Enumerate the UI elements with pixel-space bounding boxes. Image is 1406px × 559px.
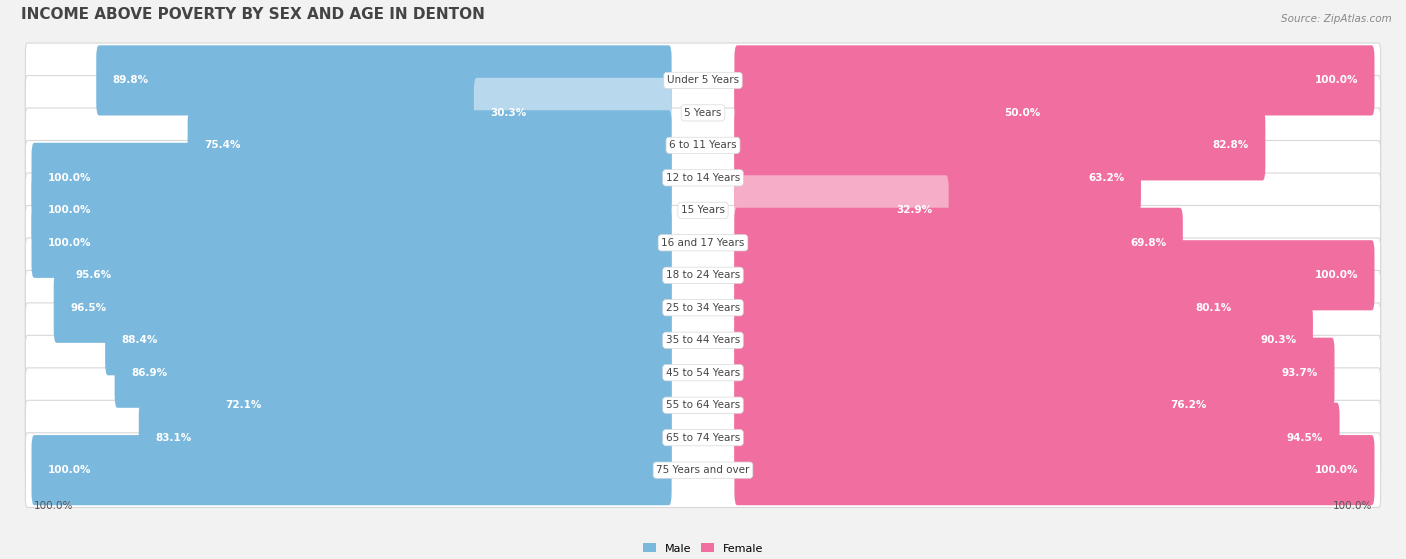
Text: 90.3%: 90.3% <box>1260 335 1296 345</box>
FancyBboxPatch shape <box>187 110 672 181</box>
FancyBboxPatch shape <box>734 208 1182 278</box>
Text: 30.3%: 30.3% <box>491 108 526 118</box>
Text: Source: ZipAtlas.com: Source: ZipAtlas.com <box>1281 14 1392 24</box>
Text: 100.0%: 100.0% <box>48 173 91 183</box>
FancyBboxPatch shape <box>25 335 1381 410</box>
Text: 82.8%: 82.8% <box>1213 140 1249 150</box>
FancyBboxPatch shape <box>734 402 1340 473</box>
FancyBboxPatch shape <box>734 305 1313 375</box>
Text: Under 5 Years: Under 5 Years <box>666 75 740 86</box>
FancyBboxPatch shape <box>25 206 1381 280</box>
Text: 80.1%: 80.1% <box>1195 303 1232 312</box>
Text: 76.2%: 76.2% <box>1171 400 1208 410</box>
Text: 6 to 11 Years: 6 to 11 Years <box>669 140 737 150</box>
Text: 95.6%: 95.6% <box>76 271 112 280</box>
Text: 45 to 54 Years: 45 to 54 Years <box>666 368 740 378</box>
FancyBboxPatch shape <box>734 78 1057 148</box>
FancyBboxPatch shape <box>105 305 672 375</box>
FancyBboxPatch shape <box>25 140 1381 215</box>
FancyBboxPatch shape <box>25 400 1381 475</box>
FancyBboxPatch shape <box>53 273 672 343</box>
Text: 100.0%: 100.0% <box>34 501 73 511</box>
FancyBboxPatch shape <box>25 271 1381 345</box>
FancyBboxPatch shape <box>25 433 1381 508</box>
Text: 32.9%: 32.9% <box>896 205 932 215</box>
FancyBboxPatch shape <box>734 45 1375 116</box>
FancyBboxPatch shape <box>59 240 672 310</box>
Text: 55 to 64 Years: 55 to 64 Years <box>666 400 740 410</box>
Text: 25 to 34 Years: 25 to 34 Years <box>666 303 740 312</box>
FancyBboxPatch shape <box>25 238 1381 312</box>
FancyBboxPatch shape <box>25 108 1381 183</box>
Text: 75 Years and over: 75 Years and over <box>657 465 749 475</box>
FancyBboxPatch shape <box>115 338 672 408</box>
Legend: Male, Female: Male, Female <box>638 539 768 558</box>
FancyBboxPatch shape <box>734 143 1140 213</box>
Text: 100.0%: 100.0% <box>48 465 91 475</box>
Text: 94.5%: 94.5% <box>1286 433 1323 443</box>
FancyBboxPatch shape <box>31 175 672 245</box>
Text: 15 Years: 15 Years <box>681 205 725 215</box>
Text: 16 and 17 Years: 16 and 17 Years <box>661 238 745 248</box>
FancyBboxPatch shape <box>25 303 1381 377</box>
Text: 69.8%: 69.8% <box>1130 238 1167 248</box>
Text: 88.4%: 88.4% <box>121 335 157 345</box>
Text: 100.0%: 100.0% <box>1333 501 1372 511</box>
FancyBboxPatch shape <box>31 435 672 505</box>
Text: 63.2%: 63.2% <box>1088 173 1125 183</box>
Text: INCOME ABOVE POVERTY BY SEX AND AGE IN DENTON: INCOME ABOVE POVERTY BY SEX AND AGE IN D… <box>21 7 485 22</box>
Text: 100.0%: 100.0% <box>1315 465 1358 475</box>
FancyBboxPatch shape <box>139 402 672 473</box>
Text: 35 to 44 Years: 35 to 44 Years <box>666 335 740 345</box>
Text: 89.8%: 89.8% <box>112 75 149 86</box>
Text: 12 to 14 Years: 12 to 14 Years <box>666 173 740 183</box>
Text: 75.4%: 75.4% <box>204 140 240 150</box>
Text: 100.0%: 100.0% <box>48 238 91 248</box>
Text: 65 to 74 Years: 65 to 74 Years <box>666 433 740 443</box>
Text: 100.0%: 100.0% <box>1315 271 1358 280</box>
FancyBboxPatch shape <box>25 75 1381 150</box>
FancyBboxPatch shape <box>734 273 1249 343</box>
FancyBboxPatch shape <box>734 370 1223 440</box>
FancyBboxPatch shape <box>734 435 1375 505</box>
Text: 93.7%: 93.7% <box>1282 368 1319 378</box>
FancyBboxPatch shape <box>208 370 672 440</box>
Text: 100.0%: 100.0% <box>1315 75 1358 86</box>
Text: 96.5%: 96.5% <box>70 303 107 312</box>
Text: 83.1%: 83.1% <box>155 433 191 443</box>
FancyBboxPatch shape <box>474 78 672 148</box>
FancyBboxPatch shape <box>31 143 672 213</box>
Text: 100.0%: 100.0% <box>48 205 91 215</box>
Text: 18 to 24 Years: 18 to 24 Years <box>666 271 740 280</box>
Text: 72.1%: 72.1% <box>225 400 262 410</box>
FancyBboxPatch shape <box>25 368 1381 443</box>
FancyBboxPatch shape <box>734 338 1334 408</box>
FancyBboxPatch shape <box>734 175 949 245</box>
FancyBboxPatch shape <box>31 208 672 278</box>
FancyBboxPatch shape <box>734 110 1265 181</box>
FancyBboxPatch shape <box>734 240 1375 310</box>
Text: 5 Years: 5 Years <box>685 108 721 118</box>
FancyBboxPatch shape <box>25 43 1381 118</box>
FancyBboxPatch shape <box>25 173 1381 248</box>
Text: 50.0%: 50.0% <box>1004 108 1040 118</box>
Text: 86.9%: 86.9% <box>131 368 167 378</box>
FancyBboxPatch shape <box>96 45 672 116</box>
